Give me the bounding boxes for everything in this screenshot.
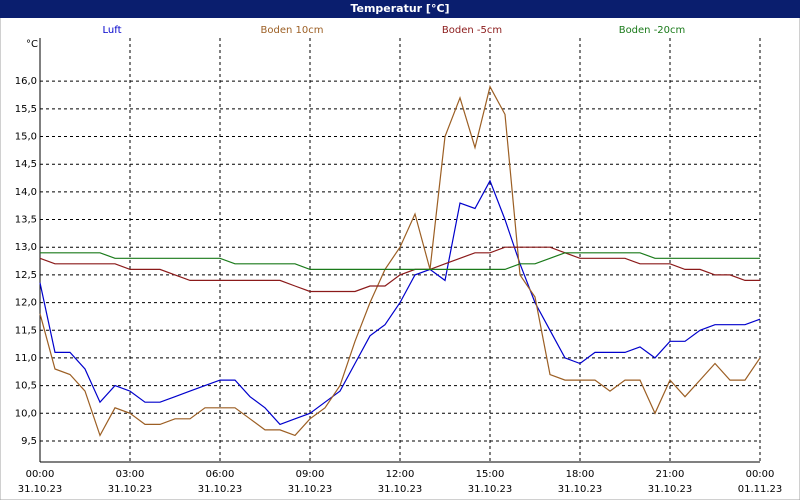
x-tick-label: 12:00 (386, 469, 415, 480)
legend-entry: Boden -20cm (619, 25, 686, 36)
x-tick-date: 01.11.23 (738, 484, 783, 495)
y-tick-label: 14,0 (15, 187, 37, 198)
x-tick-label: 00:00 (26, 469, 55, 480)
x-tick-label: 09:00 (296, 469, 325, 480)
y-tick-label: 10,5 (15, 381, 37, 392)
y-tick-label: 12,0 (15, 298, 37, 309)
y-tick-label: 13,5 (15, 215, 37, 226)
series-line (39, 179, 761, 426)
x-tick-date: 31.10.23 (558, 484, 603, 495)
chart-title: Temperatur [°C] (350, 2, 449, 15)
x-tick-label: 21:00 (656, 469, 685, 480)
legend-entry: Boden -5cm (442, 25, 502, 36)
y-tick-label: 9,5 (21, 436, 37, 447)
legend-entry: Luft (103, 25, 122, 36)
x-tick-label: 06:00 (206, 469, 235, 480)
x-tick-label: 03:00 (116, 469, 145, 480)
y-tick-label: 15,5 (15, 104, 37, 115)
x-tick-date: 31.10.23 (18, 484, 63, 495)
y-tick-label: 15,0 (15, 132, 37, 143)
x-tick-date: 31.10.23 (108, 484, 153, 495)
y-tick-label: 11,5 (15, 325, 37, 336)
x-tick-label: 15:00 (476, 469, 505, 480)
x-tick-date: 31.10.23 (288, 484, 333, 495)
x-tick-date: 31.10.23 (198, 484, 243, 495)
series-line (39, 246, 760, 293)
x-tick-label: 18:00 (566, 469, 595, 480)
x-tick-date: 31.10.23 (468, 484, 513, 495)
x-tick-date: 31.10.23 (378, 484, 423, 495)
title-bar (0, 0, 800, 18)
x-tick-date: 31.10.23 (648, 484, 693, 495)
legend-entry: Boden 10cm (261, 25, 324, 36)
y-tick-label: 12,5 (15, 270, 37, 281)
series-line (39, 85, 761, 437)
y-tick-label: 13,0 (15, 242, 37, 253)
x-tick-label: 00:00 (746, 469, 775, 480)
y-tick-label: 14,5 (15, 159, 37, 170)
y-tick-label: 10,0 (15, 408, 37, 419)
series-line (40, 252, 760, 270)
y-unit: °C (26, 39, 38, 50)
y-tick-label: 16,0 (15, 76, 37, 87)
y-tick-label: 11,0 (15, 353, 37, 364)
